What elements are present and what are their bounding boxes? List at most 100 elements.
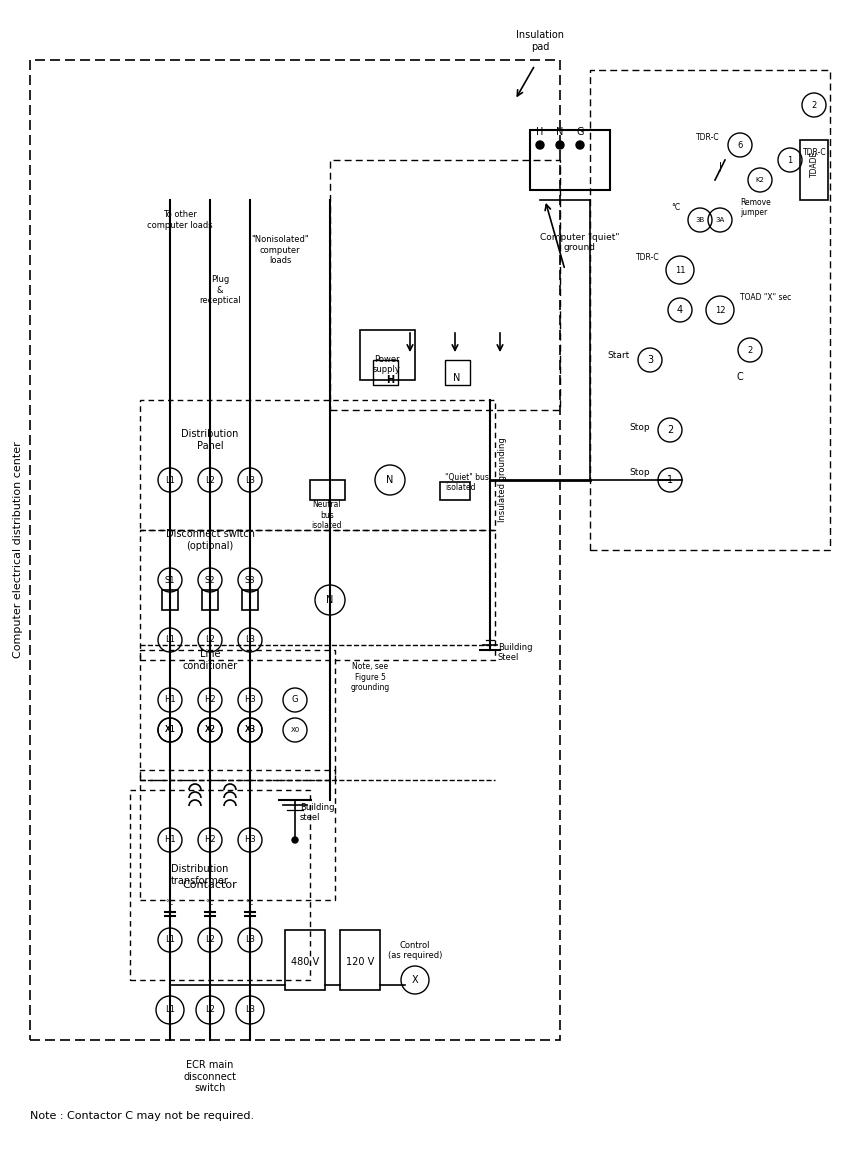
Text: X1: X1 xyxy=(164,725,175,734)
Text: X2: X2 xyxy=(205,725,216,734)
Bar xyxy=(30,60,560,1041)
Text: Disconnect switch
(optional): Disconnect switch (optional) xyxy=(165,529,255,551)
Circle shape xyxy=(556,142,564,148)
Bar xyxy=(340,930,380,990)
Text: K2: K2 xyxy=(755,177,765,183)
Bar xyxy=(140,650,335,780)
Text: H2: H2 xyxy=(204,836,216,845)
Text: H3: H3 xyxy=(244,695,256,704)
Text: 2: 2 xyxy=(811,100,817,109)
Bar xyxy=(162,590,178,610)
Text: 1: 1 xyxy=(667,475,673,485)
Circle shape xyxy=(576,142,584,148)
Text: TDR-C: TDR-C xyxy=(803,148,827,157)
Bar xyxy=(445,360,470,384)
Text: TOAD "X" sec: TOAD "X" sec xyxy=(740,294,792,302)
Bar xyxy=(242,590,258,610)
Text: 3B: 3B xyxy=(695,218,705,223)
Text: H: H xyxy=(386,375,394,384)
Text: Insulated grounding: Insulated grounding xyxy=(498,437,507,523)
Text: °C: °C xyxy=(671,203,680,212)
Text: Contactor: Contactor xyxy=(183,881,238,890)
Text: N: N xyxy=(454,373,460,383)
Text: °C: °C xyxy=(206,900,214,906)
Text: Note : Contactor C may not be required.: Note : Contactor C may not be required. xyxy=(30,1111,254,1121)
Text: H3: H3 xyxy=(244,836,256,845)
Text: X2: X2 xyxy=(205,725,216,734)
Text: H1: H1 xyxy=(164,836,176,845)
Text: 12: 12 xyxy=(715,305,725,314)
Text: Remove
jumper: Remove jumper xyxy=(740,198,771,218)
Text: Computer electrical distribution center: Computer electrical distribution center xyxy=(13,442,23,658)
Text: Control
(as required): Control (as required) xyxy=(388,940,443,960)
Bar xyxy=(590,70,830,550)
Bar xyxy=(373,360,398,384)
Text: 480 V: 480 V xyxy=(291,956,319,967)
Text: "Quiet" bus
isolated: "Quiet" bus isolated xyxy=(445,473,489,491)
Text: 3: 3 xyxy=(647,355,653,365)
Text: Stop: Stop xyxy=(630,468,650,477)
Text: Stop: Stop xyxy=(630,424,650,432)
Text: L1: L1 xyxy=(165,1006,175,1014)
Text: H1: H1 xyxy=(164,695,176,704)
Text: 2: 2 xyxy=(667,425,673,435)
Bar xyxy=(140,401,495,529)
Text: 4: 4 xyxy=(677,305,683,315)
Bar xyxy=(360,330,415,380)
Text: L1: L1 xyxy=(165,475,175,485)
Bar xyxy=(330,160,560,410)
Text: L2: L2 xyxy=(205,635,215,645)
Text: L3: L3 xyxy=(245,1006,255,1014)
Text: Neutral
bus
isolated: Neutral bus isolated xyxy=(312,500,342,529)
Text: S1: S1 xyxy=(164,576,175,585)
Text: X3: X3 xyxy=(244,725,255,734)
Text: 2: 2 xyxy=(748,345,753,355)
Text: L2: L2 xyxy=(205,936,215,945)
Bar xyxy=(530,130,610,190)
Bar xyxy=(202,590,218,610)
Text: G: G xyxy=(577,127,583,137)
Text: L3: L3 xyxy=(245,936,255,945)
Text: N: N xyxy=(556,127,564,137)
Text: J: J xyxy=(718,162,722,171)
Text: Start: Start xyxy=(608,351,630,360)
Text: N: N xyxy=(326,595,334,605)
Text: To other
computer loads: To other computer loads xyxy=(148,211,212,230)
Circle shape xyxy=(292,837,298,843)
Circle shape xyxy=(536,142,544,148)
Text: C: C xyxy=(737,372,744,382)
Text: Distribution
Panel: Distribution Panel xyxy=(181,429,239,451)
Text: TDR-C: TDR-C xyxy=(696,134,720,142)
Text: N: N xyxy=(386,475,394,485)
Text: Distribution
transformer: Distribution transformer xyxy=(171,864,229,886)
Text: L1: L1 xyxy=(165,936,175,945)
Text: °C: °C xyxy=(246,900,254,906)
Bar xyxy=(140,770,335,900)
Text: X1: X1 xyxy=(164,725,175,734)
Text: °C: °C xyxy=(166,900,175,906)
Text: L2: L2 xyxy=(205,1006,215,1014)
Text: TDADE: TDADE xyxy=(809,151,819,177)
Text: 120 V: 120 V xyxy=(346,956,374,967)
Bar xyxy=(285,930,325,990)
Text: 6: 6 xyxy=(738,140,743,150)
Text: Insulation
pad: Insulation pad xyxy=(516,30,564,52)
Text: Building
steel: Building steel xyxy=(300,802,335,822)
Text: H2: H2 xyxy=(204,695,216,704)
Bar xyxy=(140,529,495,660)
Text: "Nonisolated"
computer
loads: "Nonisolated" computer loads xyxy=(251,235,309,265)
Text: G: G xyxy=(292,695,298,704)
Text: L3: L3 xyxy=(245,635,255,645)
Text: L1: L1 xyxy=(165,635,175,645)
Bar xyxy=(800,140,828,200)
Text: Line
conditioner: Line conditioner xyxy=(182,649,238,671)
Text: L3: L3 xyxy=(245,475,255,485)
Text: X: X xyxy=(411,975,418,985)
Text: Note, see
Figure 5
grounding: Note, see Figure 5 grounding xyxy=(351,662,389,692)
Text: Building
Steel: Building Steel xyxy=(498,642,533,662)
Bar xyxy=(310,480,345,500)
Text: Computer "quiet"
ground: Computer "quiet" ground xyxy=(540,233,620,252)
Text: L2: L2 xyxy=(205,475,215,485)
Text: 11: 11 xyxy=(674,266,685,274)
Text: TDR-C: TDR-C xyxy=(636,253,660,262)
